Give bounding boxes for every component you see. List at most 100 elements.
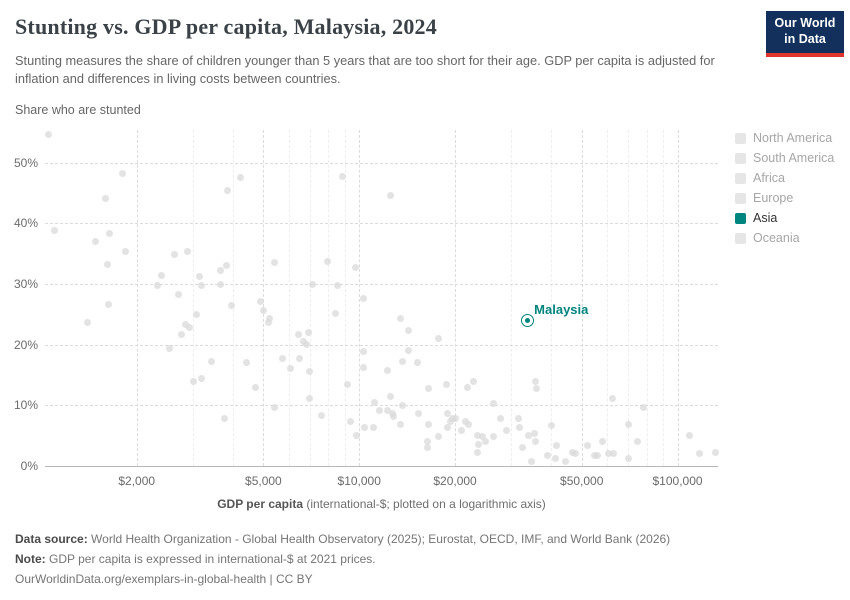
data-point[interactable] [104, 301, 112, 309]
data-point[interactable] [228, 302, 236, 310]
data-point[interactable] [260, 306, 268, 314]
data-point[interactable] [424, 443, 432, 451]
data-point[interactable] [323, 257, 331, 265]
legend-item-oceania[interactable]: Oceania [735, 231, 834, 245]
data-point[interactable] [470, 377, 478, 385]
highlight-dot[interactable] [524, 317, 530, 323]
data-point[interactable] [474, 431, 482, 439]
data-point[interactable] [384, 366, 392, 374]
data-point[interactable] [594, 451, 602, 459]
data-point[interactable] [571, 450, 579, 458]
data-point[interactable] [515, 424, 523, 432]
data-point[interactable] [371, 399, 379, 407]
data-point[interactable] [305, 368, 313, 376]
data-point[interactable] [317, 412, 325, 420]
data-point[interactable] [461, 418, 469, 426]
data-point[interactable] [193, 311, 201, 319]
data-point[interactable] [83, 319, 91, 327]
data-point[interactable] [405, 346, 413, 354]
data-point[interactable] [121, 248, 129, 256]
data-point[interactable] [532, 378, 540, 386]
data-point[interactable] [444, 409, 452, 417]
data-point[interactable] [481, 438, 489, 446]
data-point[interactable] [195, 273, 203, 281]
data-point[interactable] [444, 424, 452, 432]
data-point[interactable] [346, 417, 354, 425]
data-point[interactable] [243, 359, 251, 367]
data-point[interactable] [548, 422, 556, 430]
data-point[interactable] [415, 410, 423, 418]
data-point[interactable] [101, 195, 109, 203]
data-point[interactable] [386, 393, 394, 401]
data-point[interactable] [561, 458, 569, 466]
data-point[interactable] [405, 327, 413, 335]
data-point[interactable] [519, 443, 527, 451]
data-point[interactable] [278, 355, 286, 363]
data-point[interactable] [217, 281, 225, 289]
data-point[interactable] [178, 331, 186, 339]
data-point[interactable] [497, 415, 505, 423]
data-point[interactable] [221, 415, 229, 423]
data-point[interactable] [370, 423, 378, 431]
data-point[interactable] [198, 375, 206, 383]
legend-item-asia[interactable]: Asia [735, 211, 834, 225]
data-point[interactable] [464, 384, 472, 392]
highlight-ring[interactable] [520, 313, 534, 327]
data-point[interactable] [443, 381, 451, 389]
data-point[interactable] [413, 359, 421, 367]
data-point[interactable] [217, 267, 225, 275]
data-point[interactable] [183, 248, 191, 256]
data-point[interactable] [305, 395, 313, 403]
data-point[interactable] [351, 263, 359, 271]
data-point[interactable] [424, 438, 432, 446]
data-point[interactable] [479, 433, 487, 441]
data-point[interactable] [712, 448, 720, 456]
data-point[interactable] [624, 420, 632, 428]
data-point[interactable] [389, 413, 397, 421]
data-point[interactable] [608, 395, 616, 403]
data-point[interactable] [294, 331, 302, 339]
data-point[interactable] [502, 426, 510, 434]
data-point[interactable] [266, 314, 274, 322]
data-point[interactable] [224, 187, 232, 195]
data-point[interactable] [223, 262, 231, 270]
owid-logo[interactable]: Our World in Data [766, 11, 844, 58]
data-point[interactable] [384, 407, 392, 415]
data-point[interactable] [475, 441, 482, 449]
data-point[interactable] [359, 364, 367, 372]
legend-item-africa[interactable]: Africa [735, 171, 834, 185]
data-point[interactable] [50, 227, 58, 235]
data-point[interactable] [633, 438, 641, 446]
data-point[interactable] [530, 430, 538, 438]
data-point[interactable] [361, 423, 369, 431]
legend-item-europe[interactable]: Europe [735, 191, 834, 205]
data-point[interactable] [271, 403, 279, 411]
data-point[interactable] [434, 433, 442, 441]
data-point[interactable] [343, 381, 351, 389]
data-point[interactable] [458, 426, 466, 434]
data-point[interactable] [695, 450, 703, 458]
data-point[interactable] [286, 365, 294, 373]
data-point[interactable] [174, 291, 182, 299]
data-point[interactable] [252, 384, 260, 392]
data-point[interactable] [45, 131, 53, 139]
data-point[interactable] [524, 431, 532, 439]
data-point[interactable] [465, 420, 473, 428]
data-point[interactable] [338, 173, 346, 181]
data-point[interactable] [605, 449, 613, 457]
data-point[interactable] [104, 261, 112, 269]
data-point[interactable] [447, 417, 455, 425]
data-point[interactable] [154, 282, 162, 290]
data-point[interactable] [331, 310, 339, 318]
highlight-country-label[interactable]: Malaysia [534, 302, 589, 318]
data-point[interactable] [489, 400, 497, 408]
legend-item-north-america[interactable]: North America [735, 131, 834, 145]
footer-link[interactable]: OurWorldinData.org/exemplars-in-global-h… [15, 572, 313, 586]
data-point[interactable] [543, 452, 551, 460]
data-point[interactable] [639, 403, 647, 411]
data-point[interactable] [271, 259, 279, 267]
data-point[interactable] [181, 321, 189, 329]
data-point[interactable] [91, 238, 99, 246]
data-point[interactable] [105, 230, 113, 238]
data-point[interactable] [185, 324, 193, 332]
